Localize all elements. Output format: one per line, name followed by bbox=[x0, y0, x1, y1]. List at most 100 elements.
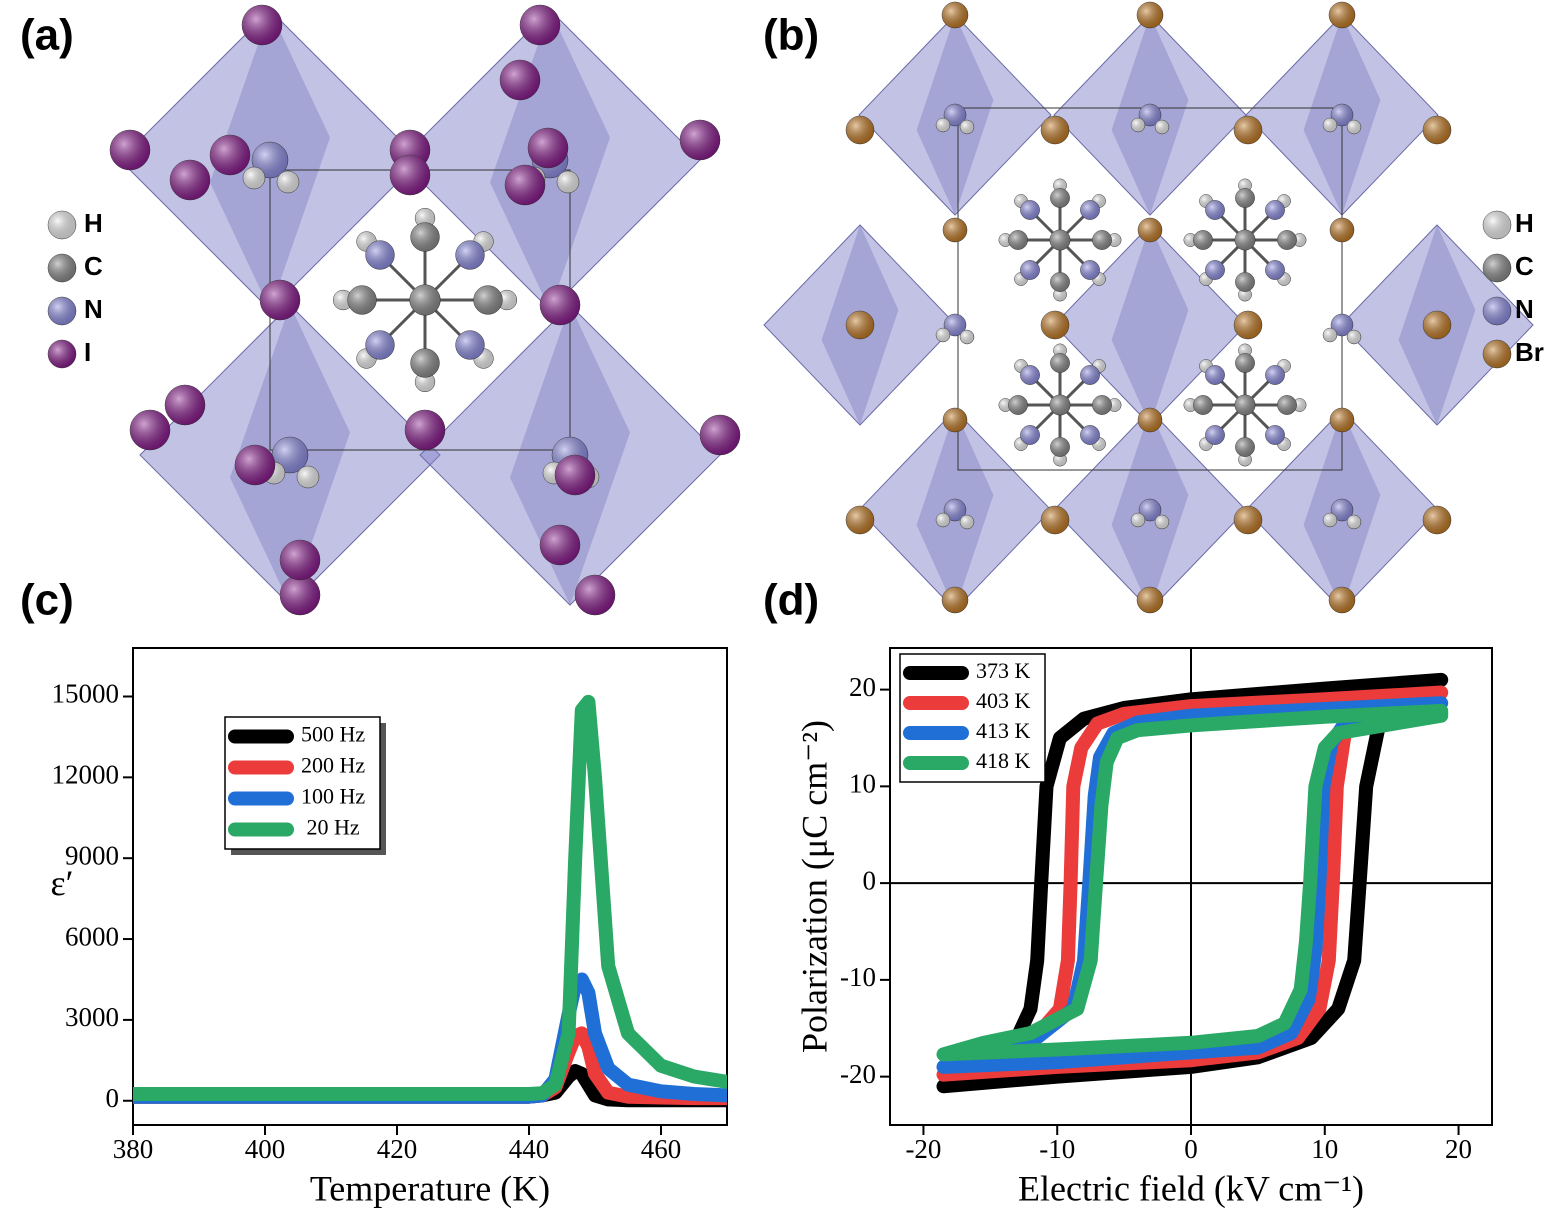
atom-shade bbox=[390, 155, 430, 195]
y-tick-label: 3000 bbox=[65, 1002, 119, 1032]
x-tick-label: 0 bbox=[1184, 1134, 1198, 1164]
crystal-b bbox=[763, 1, 1534, 614]
atom-shade bbox=[1183, 233, 1197, 247]
atom-shade bbox=[1020, 200, 1040, 220]
series-group bbox=[936, 672, 1449, 1094]
atom-shade bbox=[942, 2, 968, 28]
atom-shade bbox=[280, 575, 320, 615]
atom-shade bbox=[1092, 230, 1112, 250]
atom-shade bbox=[1053, 178, 1067, 192]
atom-shade bbox=[936, 328, 950, 342]
atom-shade bbox=[1235, 272, 1255, 292]
atom-shade bbox=[1092, 395, 1112, 415]
atom-shade bbox=[505, 165, 545, 205]
atom-shade bbox=[235, 445, 275, 485]
atom-shade bbox=[1323, 328, 1337, 342]
atom-shade bbox=[846, 506, 874, 534]
atom-shade bbox=[1193, 395, 1213, 415]
atom-shade bbox=[1238, 343, 1252, 357]
atom-shade bbox=[1205, 365, 1225, 385]
atom-shade bbox=[1050, 437, 1070, 457]
atom-shade bbox=[48, 297, 76, 325]
atom-shade bbox=[297, 466, 319, 488]
atom-shade bbox=[1293, 233, 1307, 247]
atom-shade bbox=[1205, 260, 1225, 280]
y-tick-label: 20 bbox=[849, 672, 876, 702]
atom-shade bbox=[1080, 200, 1100, 220]
atom-shade bbox=[1293, 398, 1307, 412]
atom-shade bbox=[1234, 229, 1256, 251]
legend-label: H bbox=[1515, 208, 1534, 238]
atom-shade bbox=[1049, 394, 1071, 416]
atom-shade bbox=[942, 587, 968, 613]
atom-shade bbox=[960, 515, 974, 529]
atom-shade bbox=[1423, 116, 1451, 144]
atom-shade bbox=[1330, 408, 1354, 432]
series-line bbox=[936, 703, 1449, 1062]
atom-shade bbox=[1049, 229, 1071, 251]
atom-shade bbox=[555, 455, 595, 495]
atom-shade bbox=[1234, 506, 1262, 534]
x-axis-label: Temperature (K) bbox=[310, 1168, 550, 1208]
atom-shade bbox=[110, 130, 150, 170]
atom-shade bbox=[210, 135, 250, 175]
atom-shade bbox=[936, 513, 950, 527]
atom-shade bbox=[1020, 425, 1040, 445]
atom-shade bbox=[1053, 453, 1067, 467]
atom-shade bbox=[1137, 587, 1163, 613]
atom-shade bbox=[280, 540, 320, 580]
atom-shade bbox=[365, 240, 395, 270]
atom-shade bbox=[1323, 118, 1337, 132]
atom-shade bbox=[1138, 218, 1162, 242]
atom-shade bbox=[1108, 233, 1122, 247]
atom-shade bbox=[497, 290, 517, 310]
octahedron-face bbox=[1111, 225, 1189, 425]
atom-shade bbox=[1423, 311, 1451, 339]
plot-frame bbox=[132, 647, 728, 1126]
atom-shade bbox=[1041, 116, 1069, 144]
atom-shade bbox=[998, 398, 1013, 412]
atom-shade bbox=[1155, 515, 1169, 529]
atom-shade bbox=[1205, 425, 1225, 445]
atom-shade bbox=[455, 240, 485, 270]
atom-shade bbox=[1423, 506, 1451, 534]
atom-shade bbox=[1265, 365, 1285, 385]
legend-label: 373 K bbox=[976, 658, 1031, 683]
atom-shade bbox=[1347, 120, 1361, 134]
atom-shade bbox=[960, 120, 974, 134]
atom-shade bbox=[170, 160, 210, 200]
atom-shade bbox=[960, 330, 974, 344]
atom-shade bbox=[1139, 104, 1161, 126]
x-tick-label: 440 bbox=[509, 1134, 550, 1164]
atom-shade bbox=[944, 104, 966, 126]
atom-shade bbox=[1234, 394, 1256, 416]
atom-shade bbox=[540, 285, 580, 325]
atom-shade bbox=[943, 408, 967, 432]
atom-shade bbox=[1235, 188, 1255, 208]
x-axis-label: Electric field (kV cm⁻¹) bbox=[1018, 1168, 1364, 1208]
atom-shade bbox=[1138, 408, 1162, 432]
atom-shade bbox=[1020, 365, 1040, 385]
atom-shade bbox=[473, 285, 503, 315]
series-group bbox=[133, 694, 727, 1108]
atom-shade bbox=[1155, 120, 1169, 134]
x-tick-label: 20 bbox=[1445, 1134, 1472, 1164]
atom-shade bbox=[1080, 260, 1100, 280]
atom-shade bbox=[575, 575, 615, 615]
atom-shade bbox=[365, 330, 395, 360]
legend-label: N bbox=[1515, 294, 1534, 324]
x-tick-label: 380 bbox=[113, 1134, 154, 1164]
atom-shade bbox=[1137, 2, 1163, 28]
legend-label: C bbox=[1515, 251, 1534, 281]
atom-shade bbox=[1483, 340, 1511, 368]
atom-shade bbox=[1235, 437, 1255, 457]
atom-shade bbox=[700, 415, 740, 455]
atom-shade bbox=[1347, 330, 1361, 344]
series-line bbox=[133, 694, 727, 1101]
atom-shade bbox=[1041, 506, 1069, 534]
atom-shade bbox=[1238, 178, 1252, 192]
atom-shade bbox=[48, 211, 76, 239]
atom-shade bbox=[252, 142, 288, 178]
atom-shade bbox=[277, 171, 299, 193]
